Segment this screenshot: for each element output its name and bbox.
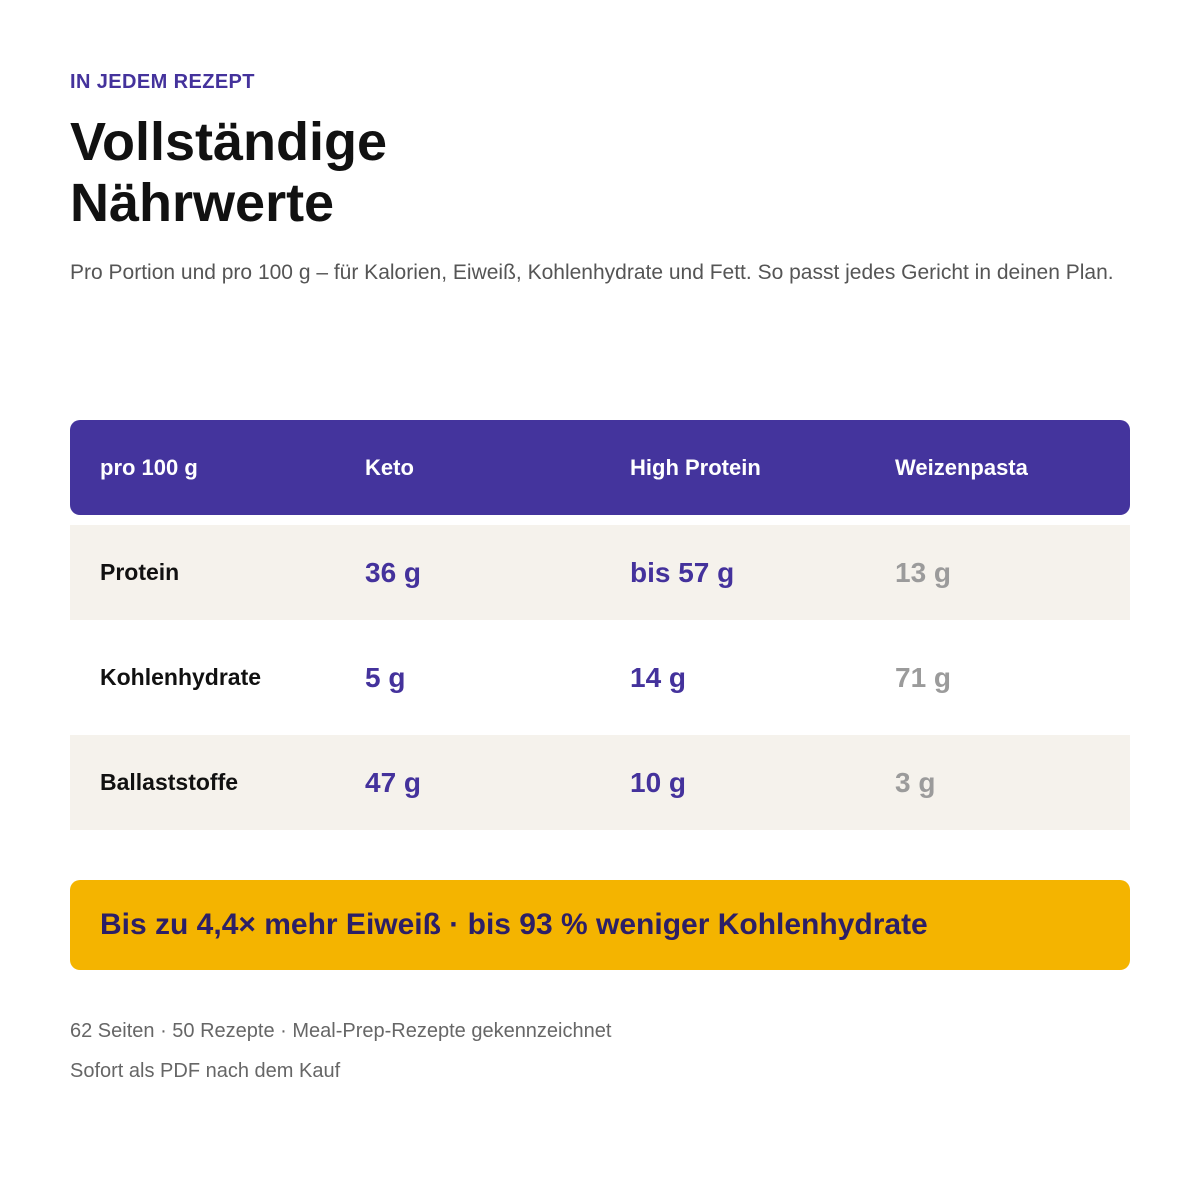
header-cell-high-protein: High Protein — [630, 454, 761, 480]
eyebrow-label: IN JEDEM REZEPT — [70, 71, 255, 93]
header-cell-keto: Keto — [365, 454, 414, 480]
footer-meta-line: 62 Seiten · 50 Rezepte · Meal-Prep-Rezep… — [70, 1020, 612, 1042]
page-title: Vollständige Nährwerte — [70, 112, 387, 234]
value-keto: 47 g — [365, 766, 422, 798]
title-line-1: Vollständige — [70, 112, 388, 172]
row-label: Kohlenhydrate — [100, 664, 262, 690]
value-weizenpasta: 3 g — [895, 766, 936, 798]
value-high-protein: 14 g — [630, 661, 687, 693]
value-high-protein: bis 57 g — [630, 556, 735, 588]
title-line-2: Nährwerte — [70, 173, 335, 233]
table-header: pro 100 g Keto High Protein Weizenpasta — [70, 420, 1130, 515]
row-label: Protein — [100, 559, 180, 585]
page-subtitle: Pro Portion und pro 100 g – für Kalorien… — [70, 261, 1114, 284]
header-cell-per-100g: pro 100 g — [100, 454, 198, 480]
table-row-ballaststoffe: Ballaststoffe 47 g 10 g 3 g — [70, 735, 1130, 830]
value-weizenpasta: 13 g — [895, 556, 952, 588]
value-weizenpasta: 71 g — [895, 661, 952, 693]
header-cell-weizenpasta: Weizenpasta — [895, 454, 1028, 480]
value-high-protein: 10 g — [630, 766, 687, 798]
table-row-kohlenhydrate: Kohlenhydrate 5 g 14 g 71 g — [70, 630, 1130, 725]
value-keto: 5 g — [365, 661, 406, 693]
table-row-protein: Protein 36 g bis 57 g 13 g — [70, 525, 1130, 620]
nutrition-table: pro 100 g Keto High Protein Weizenpasta … — [70, 420, 1130, 830]
highlight-banner: Bis zu 4,4× mehr Eiweiß · bis 93 % wenig… — [70, 880, 1130, 970]
value-keto: 36 g — [365, 556, 422, 588]
row-label: Ballaststoffe — [100, 769, 239, 795]
footer-delivery-line: Sofort als PDF nach dem Kauf — [70, 1060, 341, 1082]
